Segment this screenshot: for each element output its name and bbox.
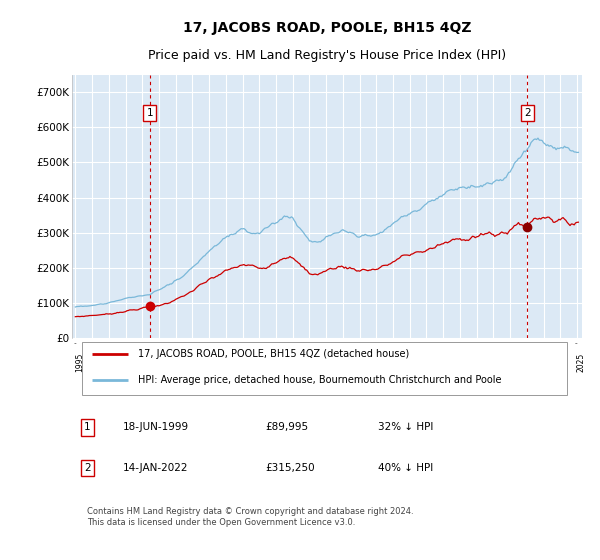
Text: 2011: 2011 [343,352,352,371]
Text: 2009: 2009 [310,352,319,372]
Text: £315,250: £315,250 [266,463,316,473]
Text: 2012: 2012 [359,352,368,371]
Text: 2022: 2022 [527,352,536,371]
Text: 1997: 1997 [109,352,118,372]
Text: 2025: 2025 [577,352,586,372]
Text: 1996: 1996 [92,352,101,372]
Text: 2006: 2006 [259,352,268,372]
Text: 17, JACOBS ROAD, POOLE, BH15 4QZ: 17, JACOBS ROAD, POOLE, BH15 4QZ [183,21,471,35]
Text: 2018: 2018 [460,352,469,371]
Text: 2024: 2024 [560,352,569,372]
Text: 2: 2 [84,463,91,473]
Text: 2: 2 [524,108,531,118]
Text: 2017: 2017 [443,352,452,372]
Text: 2000: 2000 [159,352,168,372]
Text: 14-JAN-2022: 14-JAN-2022 [123,463,188,473]
Text: 1999: 1999 [142,352,151,372]
Text: 2023: 2023 [544,352,553,372]
Text: 2005: 2005 [242,352,251,372]
Text: 2021: 2021 [510,352,519,371]
Text: 2014: 2014 [393,352,402,372]
Text: 2001: 2001 [176,352,185,372]
Text: 2013: 2013 [376,352,385,372]
Text: 1998: 1998 [125,352,134,372]
Text: 2019: 2019 [476,352,485,372]
Text: 2004: 2004 [226,352,235,372]
Text: 2016: 2016 [427,352,436,372]
Text: 2007: 2007 [276,352,285,372]
Text: 18-JUN-1999: 18-JUN-1999 [123,422,189,432]
Text: Contains HM Land Registry data © Crown copyright and database right 2024.
This d: Contains HM Land Registry data © Crown c… [88,507,414,527]
Text: 1995: 1995 [76,352,85,372]
Text: 2020: 2020 [493,352,502,372]
Text: 2002: 2002 [193,352,202,372]
Text: 2010: 2010 [326,352,335,372]
Text: 1: 1 [146,108,153,118]
FancyBboxPatch shape [82,342,567,395]
Text: HPI: Average price, detached house, Bournemouth Christchurch and Poole: HPI: Average price, detached house, Bour… [139,375,502,385]
Text: 2015: 2015 [410,352,419,372]
Text: 2003: 2003 [209,352,218,372]
Text: £89,995: £89,995 [266,422,309,432]
Text: 40% ↓ HPI: 40% ↓ HPI [378,463,433,473]
Text: 1: 1 [84,422,91,432]
Text: 17, JACOBS ROAD, POOLE, BH15 4QZ (detached house): 17, JACOBS ROAD, POOLE, BH15 4QZ (detach… [139,349,410,360]
Text: 2008: 2008 [293,352,302,372]
Text: 32% ↓ HPI: 32% ↓ HPI [378,422,433,432]
Text: Price paid vs. HM Land Registry's House Price Index (HPI): Price paid vs. HM Land Registry's House … [148,49,506,62]
